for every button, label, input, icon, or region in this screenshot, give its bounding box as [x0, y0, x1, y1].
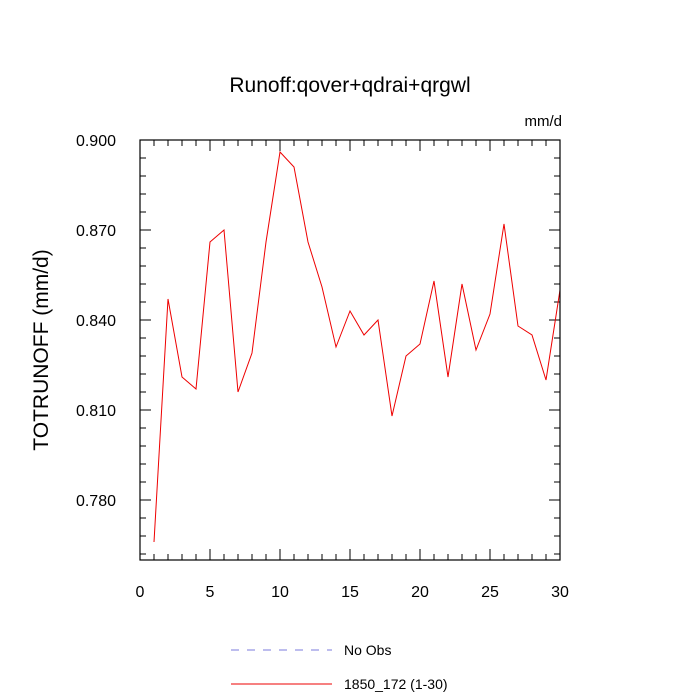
axis-ticks: 0 5 10 15 20 25 30 0.780 0.810 0.840 0.870 0.900	[76, 133, 569, 601]
x-tick-label: 25	[481, 584, 499, 601]
chart-title: Runoff:qover+qdrai+qrgwl	[229, 74, 470, 97]
legend-label: 1850_172 (1-30)	[344, 676, 448, 692]
y-tick-label: 0.870	[76, 223, 116, 240]
x-tick-label: 5	[206, 584, 215, 601]
units-label: mm/d	[525, 113, 563, 130]
y-tick-label: 0.810	[76, 403, 116, 420]
x-tick-label: 0	[136, 584, 145, 601]
series-line	[153, 150, 561, 543]
y-axis-label: TOTRUNOFF (mm/d)	[30, 249, 53, 450]
y-tick-label: 0.840	[76, 313, 116, 330]
x-tick-label: 20	[411, 584, 429, 601]
x-tick-label: 15	[341, 584, 359, 601]
x-tick-label: 30	[551, 584, 569, 601]
y-tick-label: 0.900	[76, 133, 116, 150]
x-tick-label: 10	[271, 584, 289, 601]
plot-frame	[139, 139, 561, 561]
y-tick-label: 0.780	[76, 493, 116, 510]
legend-label: No Obs	[344, 642, 391, 658]
series-lines	[153, 150, 561, 543]
legend: No Obs 1850_172 (1-30)	[231, 642, 448, 692]
